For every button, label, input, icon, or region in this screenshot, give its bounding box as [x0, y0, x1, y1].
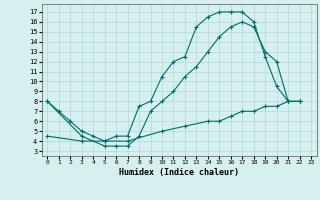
- X-axis label: Humidex (Indice chaleur): Humidex (Indice chaleur): [119, 168, 239, 177]
